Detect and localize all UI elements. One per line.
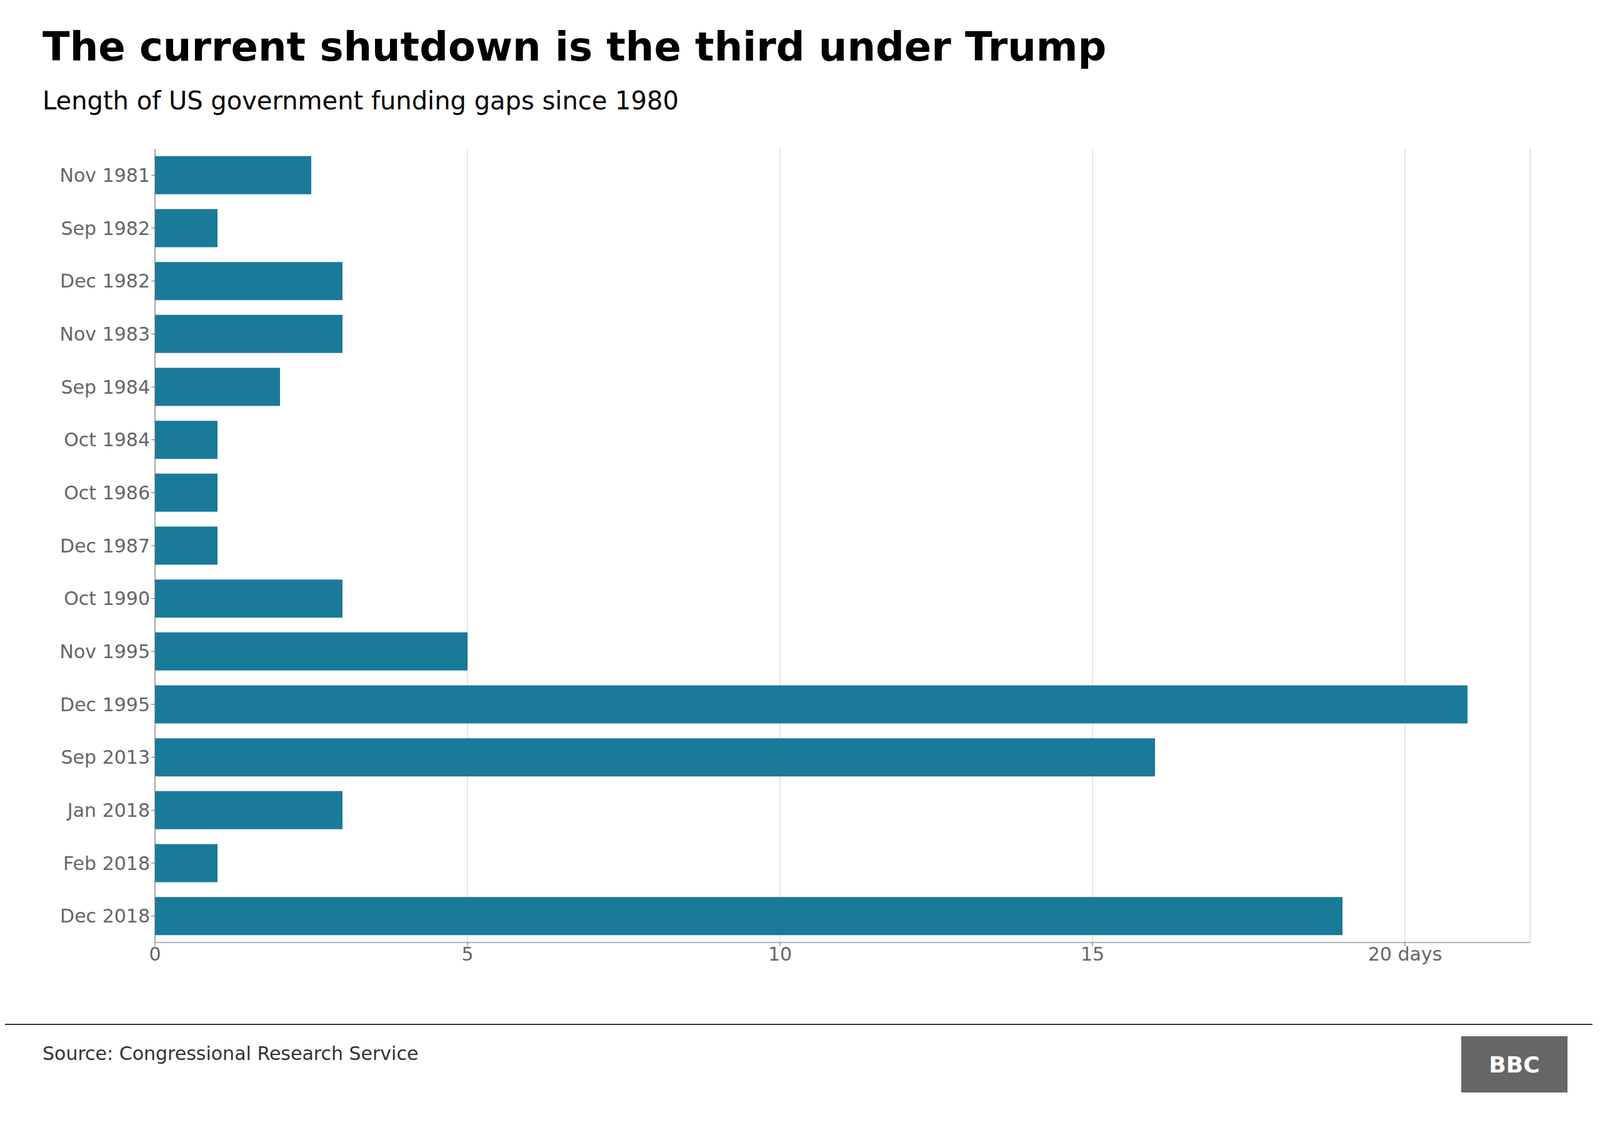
svg-text:Jan 2018: Jan 2018 <box>66 799 150 822</box>
svg-text:Dec 1982: Dec 1982 <box>60 270 150 292</box>
svg-text:15: 15 <box>1080 943 1105 965</box>
svg-text:Sep 1982: Sep 1982 <box>61 217 150 240</box>
svg-text:Dec 2018: Dec 2018 <box>60 905 150 927</box>
html-text:Source: Congressional Research: Source: Congressional Research Service <box>42 1042 419 1065</box>
svg-text:Oct 1984: Oct 1984 <box>63 428 150 451</box>
html-text:Length of US government fundin: Length of US government funding gaps sin… <box>42 86 679 115</box>
svg-text:Nov 1981: Nov 1981 <box>60 164 150 187</box>
svg-text:Sep 1984: Sep 1984 <box>61 376 150 399</box>
svg-text:Feb 2018: Feb 2018 <box>63 852 150 875</box>
svg-text:Oct 1990: Oct 1990 <box>63 587 150 610</box>
svg-text:Oct 1986: Oct 1986 <box>63 481 150 504</box>
svg-text:Sep 2013: Sep 2013 <box>61 746 150 769</box>
svg-text:Nov 1983: Nov 1983 <box>60 323 150 345</box>
svg-text:0: 0 <box>148 943 161 965</box>
svg-text:10: 10 <box>768 943 792 965</box>
svg-text:5: 5 <box>461 943 474 965</box>
svg-text:Dec 1995: Dec 1995 <box>60 693 150 716</box>
svg-text:Dec 1987: Dec 1987 <box>60 535 150 557</box>
svg-text:Nov 1995: Nov 1995 <box>60 640 150 663</box>
svg-text:20 days: 20 days <box>1368 943 1443 965</box>
html-text:BBC: BBC <box>1488 1051 1540 1078</box>
html-text:The current shutdown is the th: The current shutdown is the third under … <box>42 23 1107 70</box>
